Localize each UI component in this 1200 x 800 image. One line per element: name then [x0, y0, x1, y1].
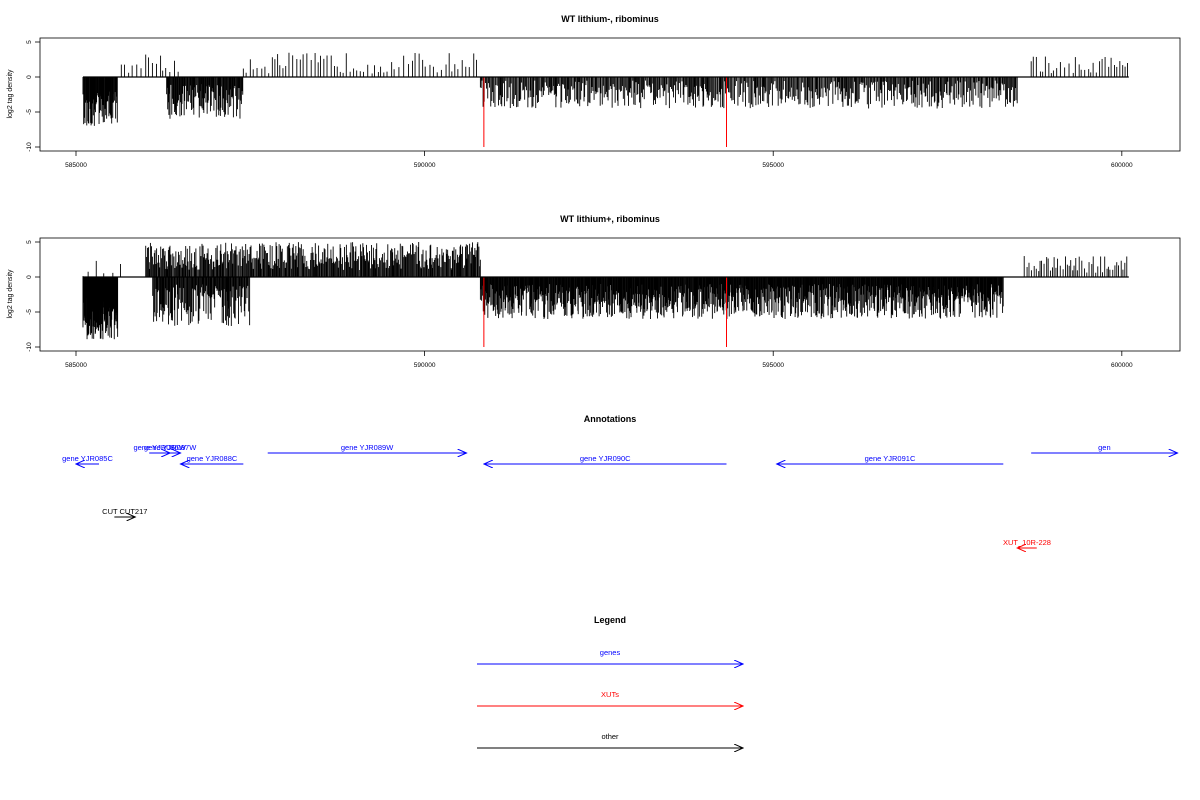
y-tick-label: -10 — [26, 142, 33, 152]
annotation-label: gene YJR091C — [865, 454, 916, 463]
annotation-feature: CUT CUT217 — [102, 507, 147, 517]
x-tick-label: 600000 — [1111, 362, 1133, 369]
annotation-label: gene YJR087W — [144, 443, 197, 452]
annotation-feature: gene YJR087W — [144, 443, 197, 453]
bars — [82, 242, 1128, 340]
legend-label: genes — [600, 648, 621, 657]
x-tick-label: 585000 — [65, 162, 87, 169]
annotation-label: XUT_10R-228 — [1003, 538, 1051, 547]
legend-title: Legend — [594, 615, 626, 625]
panel-title: WT lithium+, ribominus — [560, 214, 660, 224]
x-tick-label: 595000 — [762, 362, 784, 369]
x-axis: 585000 590000 595000 600000 — [65, 351, 1133, 369]
x-tick-label: 595000 — [762, 162, 784, 169]
y-axis-label: log2 tag density — [7, 69, 14, 119]
y-tick-label: -10 — [26, 342, 33, 352]
annotation-label: gen — [1098, 443, 1111, 452]
annotation-label: gene YJR090C — [580, 454, 631, 463]
panel-title: WT lithium-, ribominus — [561, 14, 659, 24]
annotation-label: gene YJR088C — [187, 454, 238, 463]
y-tick-label: 0 — [26, 275, 33, 279]
annotation-label: gene YJR085C — [62, 454, 113, 463]
x-tick-label: 590000 — [414, 362, 436, 369]
annotation-feature: gene YJR085C — [62, 454, 113, 464]
y-tick-label: -5 — [26, 109, 33, 115]
x-axis: 585000 590000 595000 600000 — [65, 151, 1133, 169]
plot-frame — [39, 37, 1181, 152]
y-axis-label: log2 tag density — [7, 269, 14, 319]
bars — [82, 52, 1128, 126]
annotation-feature: gene YJR090C — [484, 454, 727, 464]
y-tick-label: -5 — [26, 309, 33, 315]
track-panel-lithium-plus: WT lithium+, ribominus log2 tag density … — [7, 214, 1181, 369]
x-tick-label: 600000 — [1111, 162, 1133, 169]
y-tick-label: 5 — [26, 40, 33, 44]
legend: Legend genes XUTs other — [477, 615, 743, 748]
annotations-title: Annotations — [584, 414, 637, 424]
legend-entry: genes — [477, 648, 743, 664]
annotation-label: CUT CUT217 — [102, 507, 147, 516]
annotation-feature: gen — [1031, 443, 1177, 453]
legend-label: XUTs — [601, 690, 619, 699]
x-tick-label: 590000 — [414, 162, 436, 169]
annotation-feature: XUT_10R-228 — [1003, 538, 1051, 548]
annotation-feature: gene YJR089W — [267, 443, 467, 453]
annotation-feature: gene YJR088C — [181, 454, 244, 464]
track-panel-lithium-minus: WT lithium-, ribominus log2 tag density … — [7, 14, 1181, 169]
plot-frame — [39, 237, 1181, 352]
legend-entry: XUTs — [477, 690, 743, 706]
legend-entry: other — [477, 732, 743, 748]
y-axis: 5 0 -5 -10 — [26, 240, 40, 352]
markers — [483, 77, 727, 147]
annotation-feature: gene YJR091C — [777, 454, 1004, 464]
annotation-label: gene YJR089W — [341, 443, 394, 452]
legend-label: other — [601, 732, 619, 741]
y-tick-label: 5 — [26, 240, 33, 244]
y-axis: 5 0 -5 -10 — [26, 40, 40, 152]
markers — [483, 277, 727, 347]
annotation-label: gene YJR086W — [133, 443, 186, 452]
x-tick-label: 585000 — [65, 362, 87, 369]
y-tick-label: 0 — [26, 75, 33, 79]
